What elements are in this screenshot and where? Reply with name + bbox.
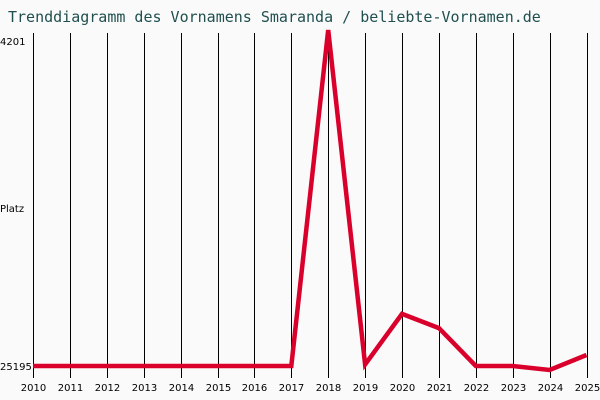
x-tick-2021: 2021 <box>427 383 452 394</box>
x-tick-2022: 2022 <box>464 383 489 394</box>
x-tick-2016: 2016 <box>242 383 267 394</box>
x-tick-2013: 2013 <box>132 383 157 394</box>
x-axis-labels: 2010 2011 2012 2013 2014 2015 2016 2017 2018 2019… <box>21 383 600 394</box>
x-tick-2015: 2015 <box>206 383 231 394</box>
x-tick-2012: 2012 <box>95 383 120 394</box>
y-axis-label: Platz <box>0 204 24 215</box>
chart-title: Trenddiagramm des Vornamens Smaranda / b… <box>8 8 541 26</box>
x-tick-2025: 2025 <box>575 383 600 394</box>
x-tick-2018: 2018 <box>316 383 341 394</box>
vertical-gridlines <box>33 33 588 378</box>
x-tick-2010: 2010 <box>21 383 46 394</box>
x-tick-2023: 2023 <box>501 383 526 394</box>
y-tick-bottom: 25195 <box>0 362 32 373</box>
x-tick-2020: 2020 <box>390 383 415 394</box>
x-tick-2017: 2017 <box>279 383 304 394</box>
x-tick-2019: 2019 <box>353 383 378 394</box>
y-tick-top: 4201 <box>0 37 25 48</box>
rank-trend-line <box>33 29 588 373</box>
y-axis-labels: 4201 Platz 25195 <box>0 37 32 373</box>
x-tick-2011: 2011 <box>58 383 83 394</box>
x-tick-2014: 2014 <box>169 383 194 394</box>
x-tick-2024: 2024 <box>538 383 563 394</box>
